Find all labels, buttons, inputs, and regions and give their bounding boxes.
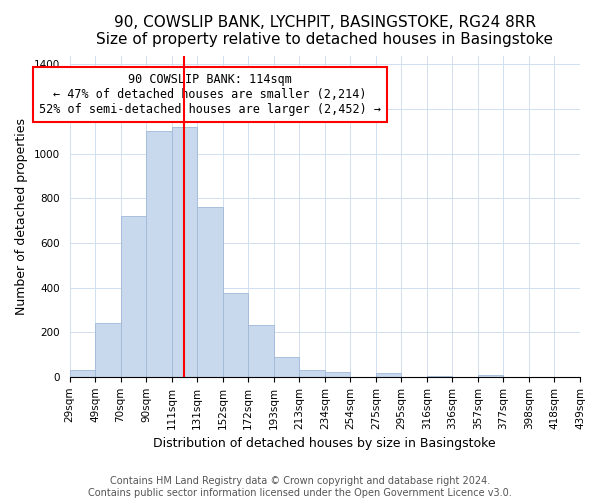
Bar bbox=[248, 326, 274, 377]
Bar bbox=[299, 370, 325, 377]
Text: Contains HM Land Registry data © Crown copyright and database right 2024.
Contai: Contains HM Land Registry data © Crown c… bbox=[88, 476, 512, 498]
Bar bbox=[478, 374, 503, 377]
Y-axis label: Number of detached properties: Number of detached properties bbox=[15, 118, 28, 314]
Bar bbox=[121, 216, 146, 377]
X-axis label: Distribution of detached houses by size in Basingstoke: Distribution of detached houses by size … bbox=[154, 437, 496, 450]
Text: 90 COWSLIP BANK: 114sqm
← 47% of detached houses are smaller (2,214)
52% of semi: 90 COWSLIP BANK: 114sqm ← 47% of detache… bbox=[39, 74, 381, 116]
Bar bbox=[95, 324, 121, 377]
Bar bbox=[146, 132, 172, 377]
Bar bbox=[223, 293, 248, 377]
Bar bbox=[325, 372, 350, 377]
Bar bbox=[172, 127, 197, 377]
Title: 90, COWSLIP BANK, LYCHPIT, BASINGSTOKE, RG24 8RR
Size of property relative to de: 90, COWSLIP BANK, LYCHPIT, BASINGSTOKE, … bbox=[96, 15, 553, 48]
Bar bbox=[197, 207, 223, 377]
Bar bbox=[70, 370, 95, 377]
Bar bbox=[376, 374, 401, 377]
Bar bbox=[427, 376, 452, 377]
Bar bbox=[274, 356, 299, 377]
